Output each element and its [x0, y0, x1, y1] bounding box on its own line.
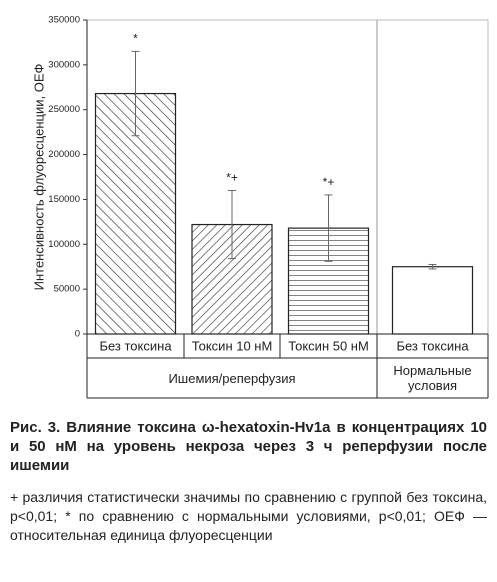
x-tick-label: Токсин 10 нМ	[192, 338, 273, 353]
y-tick-label: 300000	[48, 59, 80, 70]
bar	[391, 266, 474, 335]
caption-title: Рис. 3. Влияние токсина ω-hexatoxin-Hv1a…	[10, 419, 487, 474]
chart: Интенсивность флуоресценции, ОЕФ 0 50000 1…	[31, 15, 489, 399]
x-tick-label: Токсин 50 нМ	[288, 338, 369, 353]
group-label: Ишемия/реперфузия	[168, 370, 296, 386]
y-tick-label: 50000	[54, 284, 80, 295]
x-tick-label: Без токсина	[99, 338, 172, 353]
annotation: *+	[226, 171, 238, 185]
caption-note: + различия статистически значимы по срав…	[10, 489, 487, 543]
x-tick-label: Без токсина	[396, 338, 469, 353]
y-tick-label: 150000	[48, 194, 80, 205]
annotation: *+	[323, 175, 335, 189]
annotation: *	[133, 32, 138, 46]
error-bar	[428, 263, 437, 270]
y-tick-label: 250000	[48, 104, 80, 115]
y-tick-label: 0	[75, 329, 80, 340]
error-bar	[131, 50, 140, 137]
group-label: Нормальные условия	[393, 363, 472, 393]
y-tick-label: 350000	[48, 15, 80, 26]
y-tick-label: 200000	[48, 149, 80, 160]
y-axis-label: Интенсивность флуоресценции, ОЕФ	[31, 64, 46, 291]
y-tick-label: 100000	[48, 239, 80, 250]
error-bar	[324, 194, 333, 262]
error-bar	[228, 189, 236, 260]
